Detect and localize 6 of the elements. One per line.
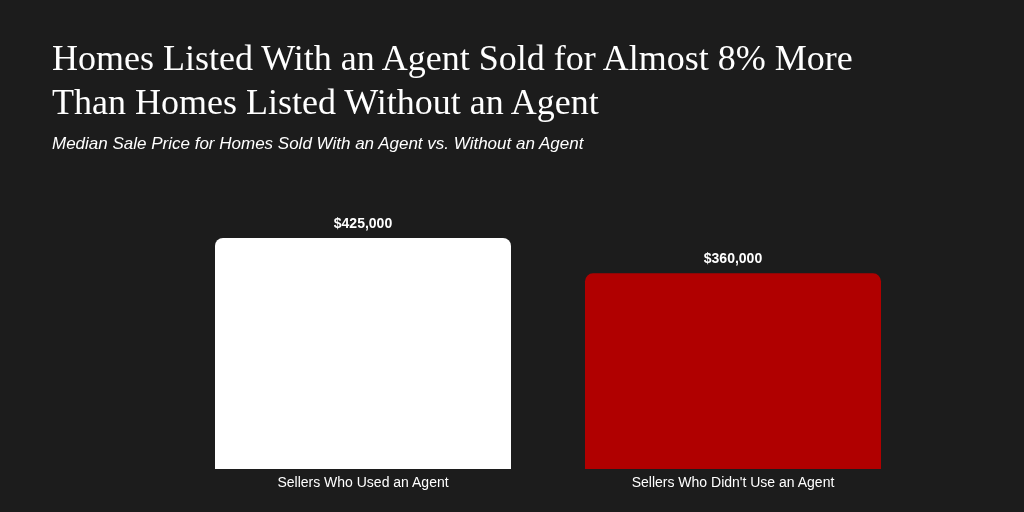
data-label: $425,000: [333, 215, 393, 231]
x-tick-label: Sellers Who Didn't Use an Agent: [631, 473, 835, 490]
chart-subtitle: Median Sale Price for Homes Sold With an Agent vs. Without an Agent: [52, 134, 584, 154]
data-label: $360,000: [703, 250, 763, 267]
chart-title: Homes Listed With an Agent Sold for Almost 8% More Than Homes Listed Without an Agent: [52, 37, 854, 124]
x-tick-label: Sellers Who Used an Agent: [277, 473, 449, 490]
